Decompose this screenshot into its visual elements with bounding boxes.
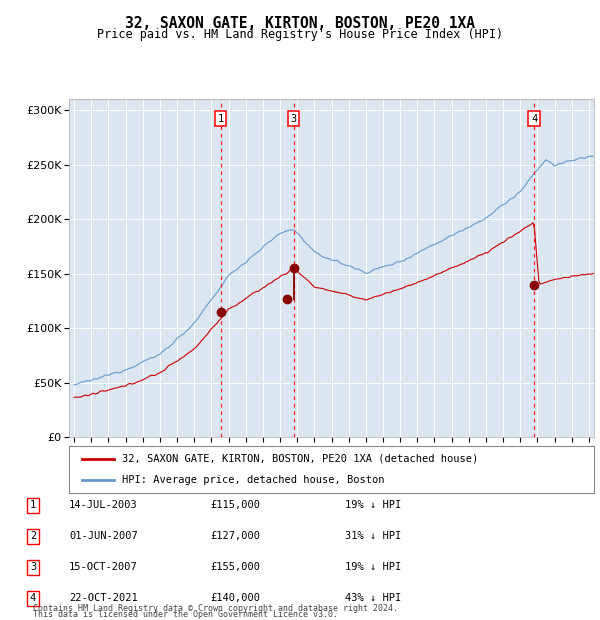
Text: This data is licensed under the Open Government Licence v3.0.: This data is licensed under the Open Gov… [33, 610, 338, 619]
Text: 15-OCT-2007: 15-OCT-2007 [69, 562, 138, 572]
Text: 4: 4 [531, 114, 537, 124]
Text: Contains HM Land Registry data © Crown copyright and database right 2024.: Contains HM Land Registry data © Crown c… [33, 603, 398, 613]
Text: 4: 4 [30, 593, 36, 603]
Text: 1: 1 [30, 500, 36, 510]
Text: 01-JUN-2007: 01-JUN-2007 [69, 531, 138, 541]
Text: 43% ↓ HPI: 43% ↓ HPI [345, 593, 401, 603]
Text: 32, SAXON GATE, KIRTON, BOSTON, PE20 1XA (detached house): 32, SAXON GATE, KIRTON, BOSTON, PE20 1XA… [121, 454, 478, 464]
Text: 2: 2 [30, 531, 36, 541]
Text: £140,000: £140,000 [210, 593, 260, 603]
Text: £155,000: £155,000 [210, 562, 260, 572]
Text: 32, SAXON GATE, KIRTON, BOSTON, PE20 1XA: 32, SAXON GATE, KIRTON, BOSTON, PE20 1XA [125, 16, 475, 30]
Text: Price paid vs. HM Land Registry's House Price Index (HPI): Price paid vs. HM Land Registry's House … [97, 28, 503, 41]
Text: 19% ↓ HPI: 19% ↓ HPI [345, 562, 401, 572]
Text: 22-OCT-2021: 22-OCT-2021 [69, 593, 138, 603]
Text: 3: 3 [290, 114, 297, 124]
Text: £115,000: £115,000 [210, 500, 260, 510]
Text: HPI: Average price, detached house, Boston: HPI: Average price, detached house, Bost… [121, 476, 384, 485]
Text: 14-JUL-2003: 14-JUL-2003 [69, 500, 138, 510]
Text: 19% ↓ HPI: 19% ↓ HPI [345, 500, 401, 510]
Text: £127,000: £127,000 [210, 531, 260, 541]
Text: 1: 1 [218, 114, 224, 124]
Text: 31% ↓ HPI: 31% ↓ HPI [345, 531, 401, 541]
Text: 3: 3 [30, 562, 36, 572]
